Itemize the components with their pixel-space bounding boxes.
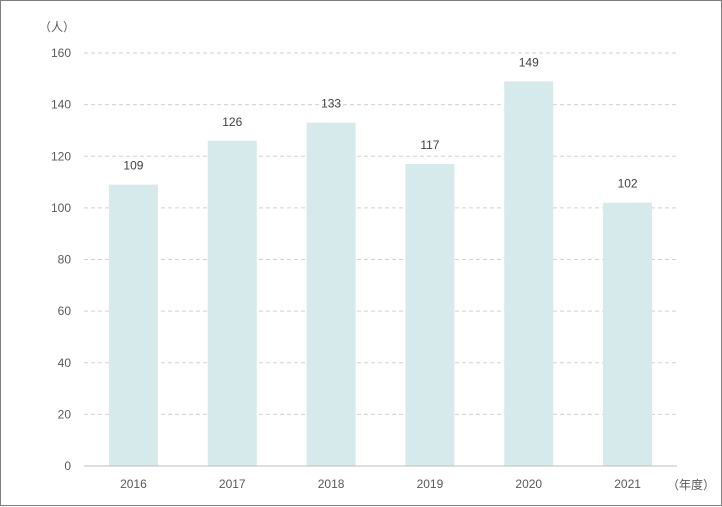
- x-unit-label: （年度）: [667, 477, 715, 492]
- bars: [108, 81, 653, 467]
- x-tick-label: 2019: [417, 477, 444, 491]
- y-tick-label: 100: [51, 201, 71, 215]
- bar-2016: [108, 184, 158, 467]
- x-tick-label: 2017: [219, 477, 246, 491]
- x-tick-label: 2016: [120, 477, 147, 491]
- y-tick-label: 140: [51, 98, 71, 112]
- y-tick-label: 0: [64, 459, 71, 473]
- y-tick-label: 60: [58, 304, 72, 318]
- x-tick-label: 2021: [614, 477, 641, 491]
- y-tick-label: 120: [51, 149, 71, 163]
- data-label: 126: [222, 115, 242, 129]
- y-tick-label: 20: [58, 407, 72, 421]
- bar-2020: [504, 81, 554, 467]
- bar-2017: [207, 140, 257, 466]
- y-tick-label: 40: [58, 356, 72, 370]
- y-tick-labels: 0 20 40 60 80 100 120 140 160: [51, 46, 71, 473]
- y-tick-label: 160: [51, 46, 71, 60]
- gridlines: [84, 52, 677, 415]
- data-label: 117: [420, 138, 439, 152]
- x-tick-label: 2020: [515, 477, 542, 491]
- data-label: 149: [519, 55, 539, 69]
- x-tick-labels: 2016 2017 2018 2019 2020 2021: [120, 477, 641, 491]
- data-label: 133: [321, 97, 341, 111]
- x-tick-label: 2018: [318, 477, 345, 491]
- data-label: 102: [618, 177, 638, 191]
- bar-2021: [603, 202, 653, 466]
- data-label: 109: [123, 159, 143, 173]
- y-tick-label: 80: [58, 253, 72, 267]
- bar-2019: [405, 163, 455, 466]
- y-unit-label: （人）: [39, 20, 75, 34]
- bar-2018: [306, 122, 356, 466]
- data-labels: 109 126 133 117 149 102: [123, 55, 638, 190]
